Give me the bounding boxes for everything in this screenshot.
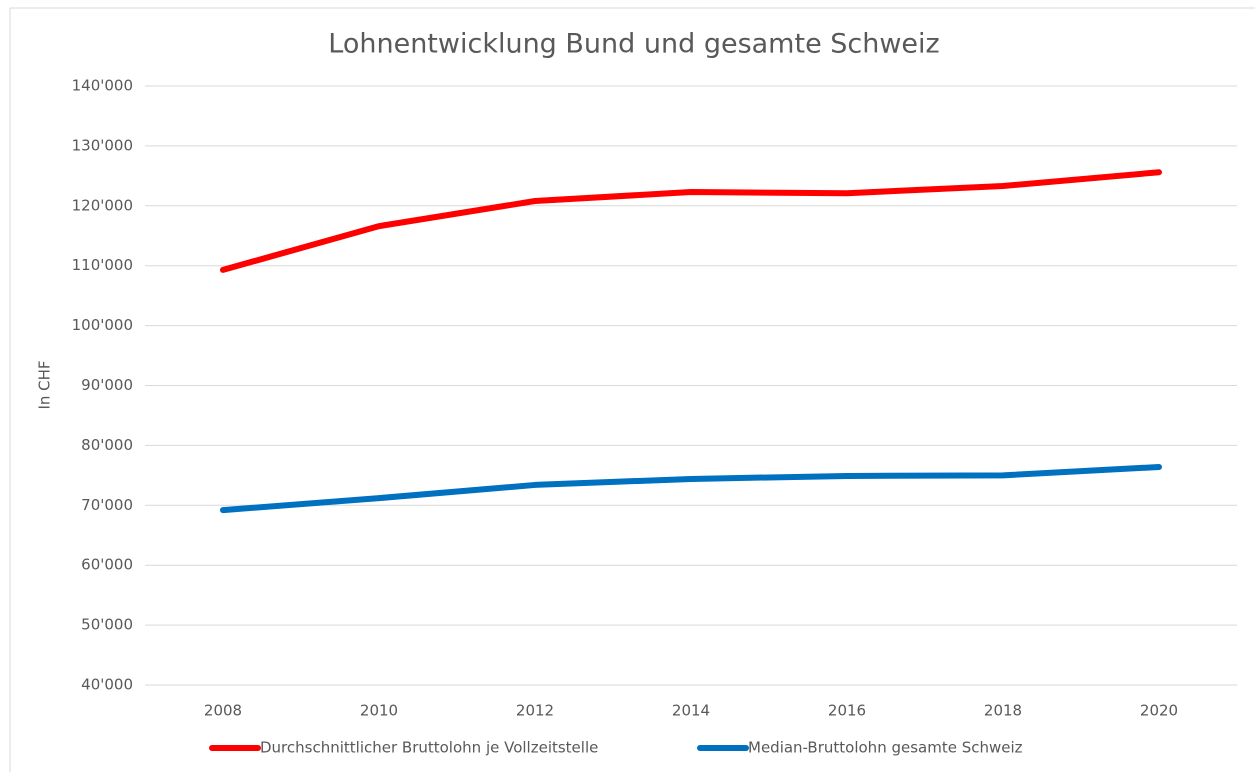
y-tick-label: 90'000: [81, 376, 133, 394]
x-tick-label: 2008: [204, 702, 242, 720]
x-tick-label: 2014: [672, 702, 710, 720]
x-tick-label: 2018: [984, 702, 1022, 720]
y-tick-label: 80'000: [81, 436, 133, 454]
y-tick-label: 140'000: [72, 77, 133, 95]
y-tick-label: 120'000: [72, 196, 133, 214]
x-tick-label: 2016: [828, 702, 866, 720]
series-line: [220, 463, 1162, 514]
y-tick-label: 50'000: [81, 616, 133, 634]
y-tick-label: 60'000: [81, 556, 133, 574]
y-tick-label: 40'000: [81, 676, 133, 694]
x-tick-label: 2010: [360, 702, 398, 720]
x-tick-label: 2012: [516, 702, 554, 720]
y-tick-label: 70'000: [81, 496, 133, 514]
y-tick-label: 110'000: [72, 256, 133, 274]
chart-title: Lohnentwicklung Bund und gesamte Schweiz: [328, 29, 939, 60]
y-tick-label: 130'000: [72, 136, 133, 154]
chart-frame: [9, 7, 1255, 772]
legend-label: Median-Bruttolohn gesamte Schweiz: [748, 739, 1023, 757]
series-line: [220, 169, 1162, 273]
legend-label: Durchschnittlicher Bruttolohn je Vollzei…: [260, 739, 598, 757]
y-axis-label: In CHF: [36, 360, 54, 409]
y-tick-label: 100'000: [72, 316, 133, 334]
x-tick-label: 2020: [1140, 702, 1178, 720]
